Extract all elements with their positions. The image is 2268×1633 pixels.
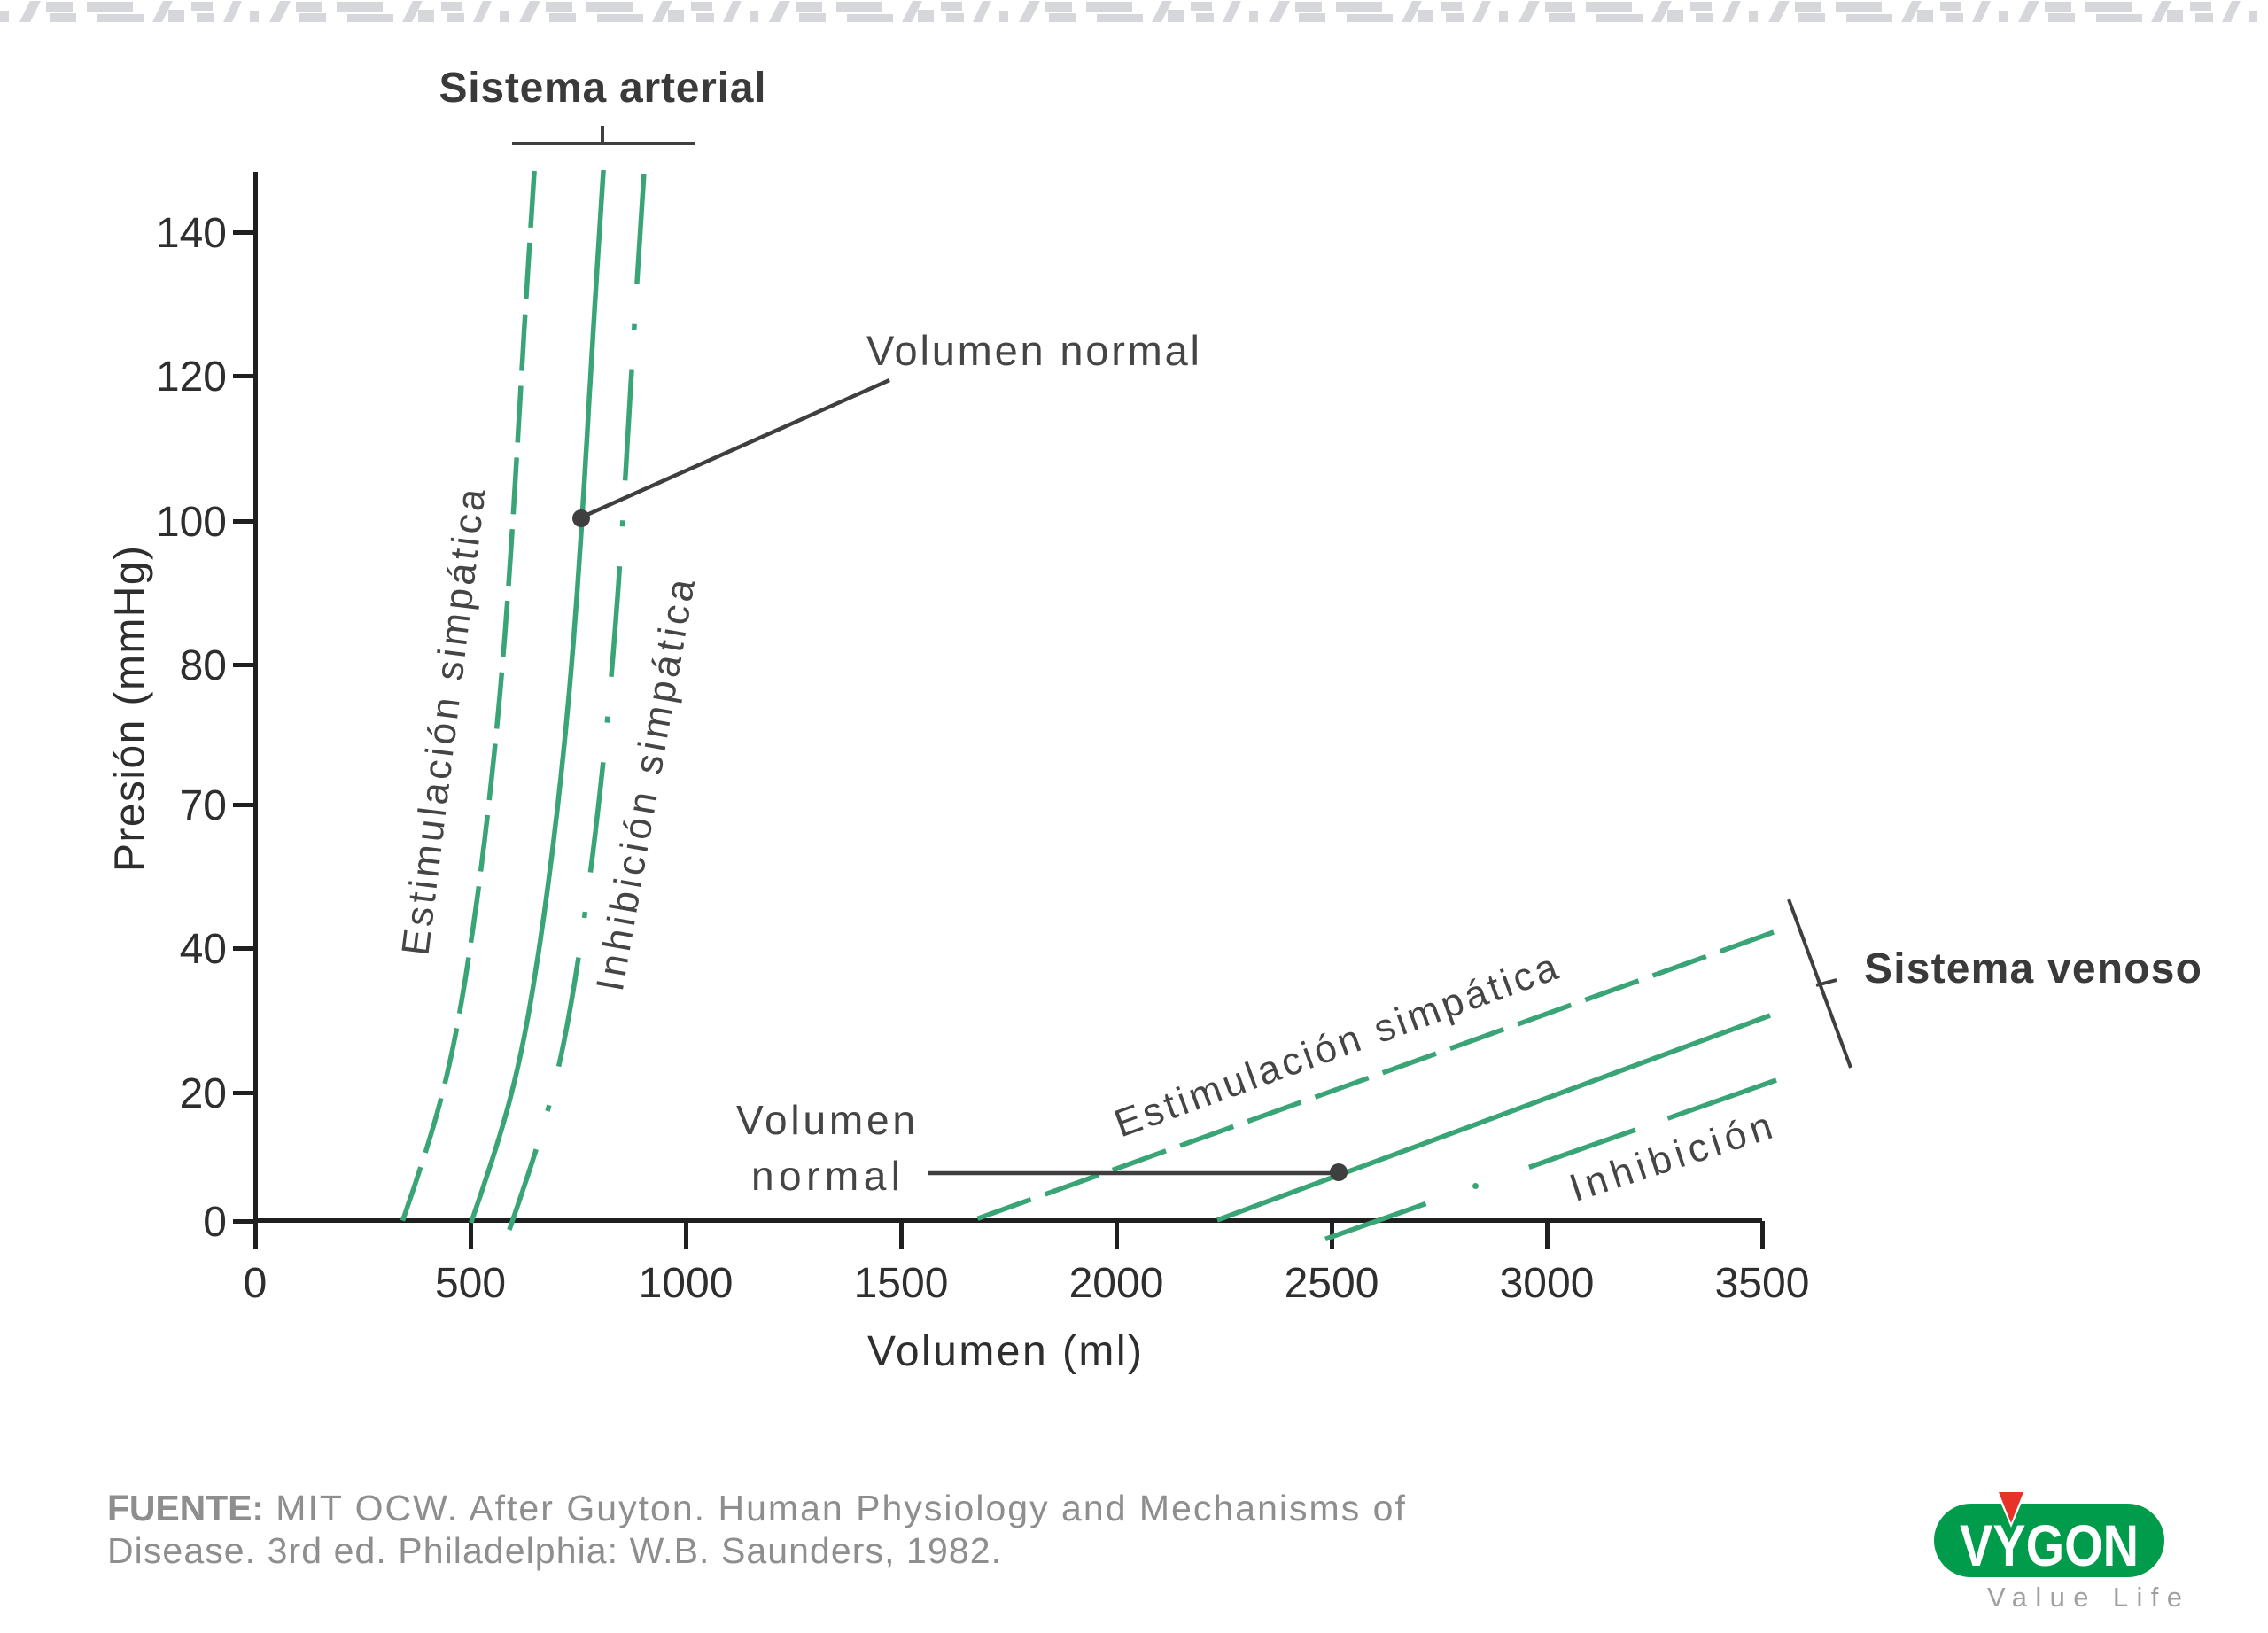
svg-text:0: 0: [244, 1260, 268, 1307]
svg-text:Volumen normal: Volumen normal: [866, 327, 1200, 374]
svg-text:40: 40: [180, 926, 227, 973]
svg-text:Sistema venoso: Sistema venoso: [1864, 945, 2202, 992]
svg-text:120: 120: [156, 354, 227, 400]
svg-text:normal: normal: [751, 1153, 900, 1199]
svg-text:Volumen: Volumen: [736, 1097, 915, 1143]
svg-text:Inhibición simpática: Inhibición simpática: [588, 575, 703, 994]
svg-text:20: 20: [180, 1070, 227, 1117]
svg-text:3000: 3000: [1500, 1260, 1595, 1307]
svg-text:2000: 2000: [1069, 1260, 1164, 1307]
svg-text:80: 80: [180, 642, 227, 689]
svg-text:70: 70: [180, 782, 227, 829]
svg-text:VYGON: VYGON: [1960, 1512, 2139, 1578]
svg-text:Disease. 3rd ed. Philadelphia:: Disease. 3rd ed. Philadelphia: W.B. Saun…: [107, 1530, 1001, 1571]
svg-text:140: 140: [156, 210, 227, 257]
svg-text:1500: 1500: [854, 1260, 949, 1307]
svg-text:100: 100: [156, 499, 227, 546]
svg-text:FUENTE: MIT OCW. After Guyton.: FUENTE: MIT OCW. After Guyton. Human Phy…: [107, 1488, 1405, 1528]
svg-text:1000: 1000: [639, 1260, 734, 1307]
svg-text:2500: 2500: [1285, 1260, 1379, 1307]
svg-text:Value Life: Value Life: [1987, 1582, 2184, 1613]
svg-text:0: 0: [203, 1199, 227, 1246]
svg-text:Inhibición: Inhibición: [1565, 1104, 1778, 1210]
svg-text:3500: 3500: [1715, 1260, 1810, 1307]
svg-text:Volumen (ml): Volumen (ml): [867, 1328, 1142, 1375]
svg-text:Presión (mmHg): Presión (mmHg): [107, 546, 154, 872]
svg-text:Sistema arterial: Sistema arterial: [439, 65, 766, 112]
svg-text:500: 500: [435, 1260, 506, 1307]
